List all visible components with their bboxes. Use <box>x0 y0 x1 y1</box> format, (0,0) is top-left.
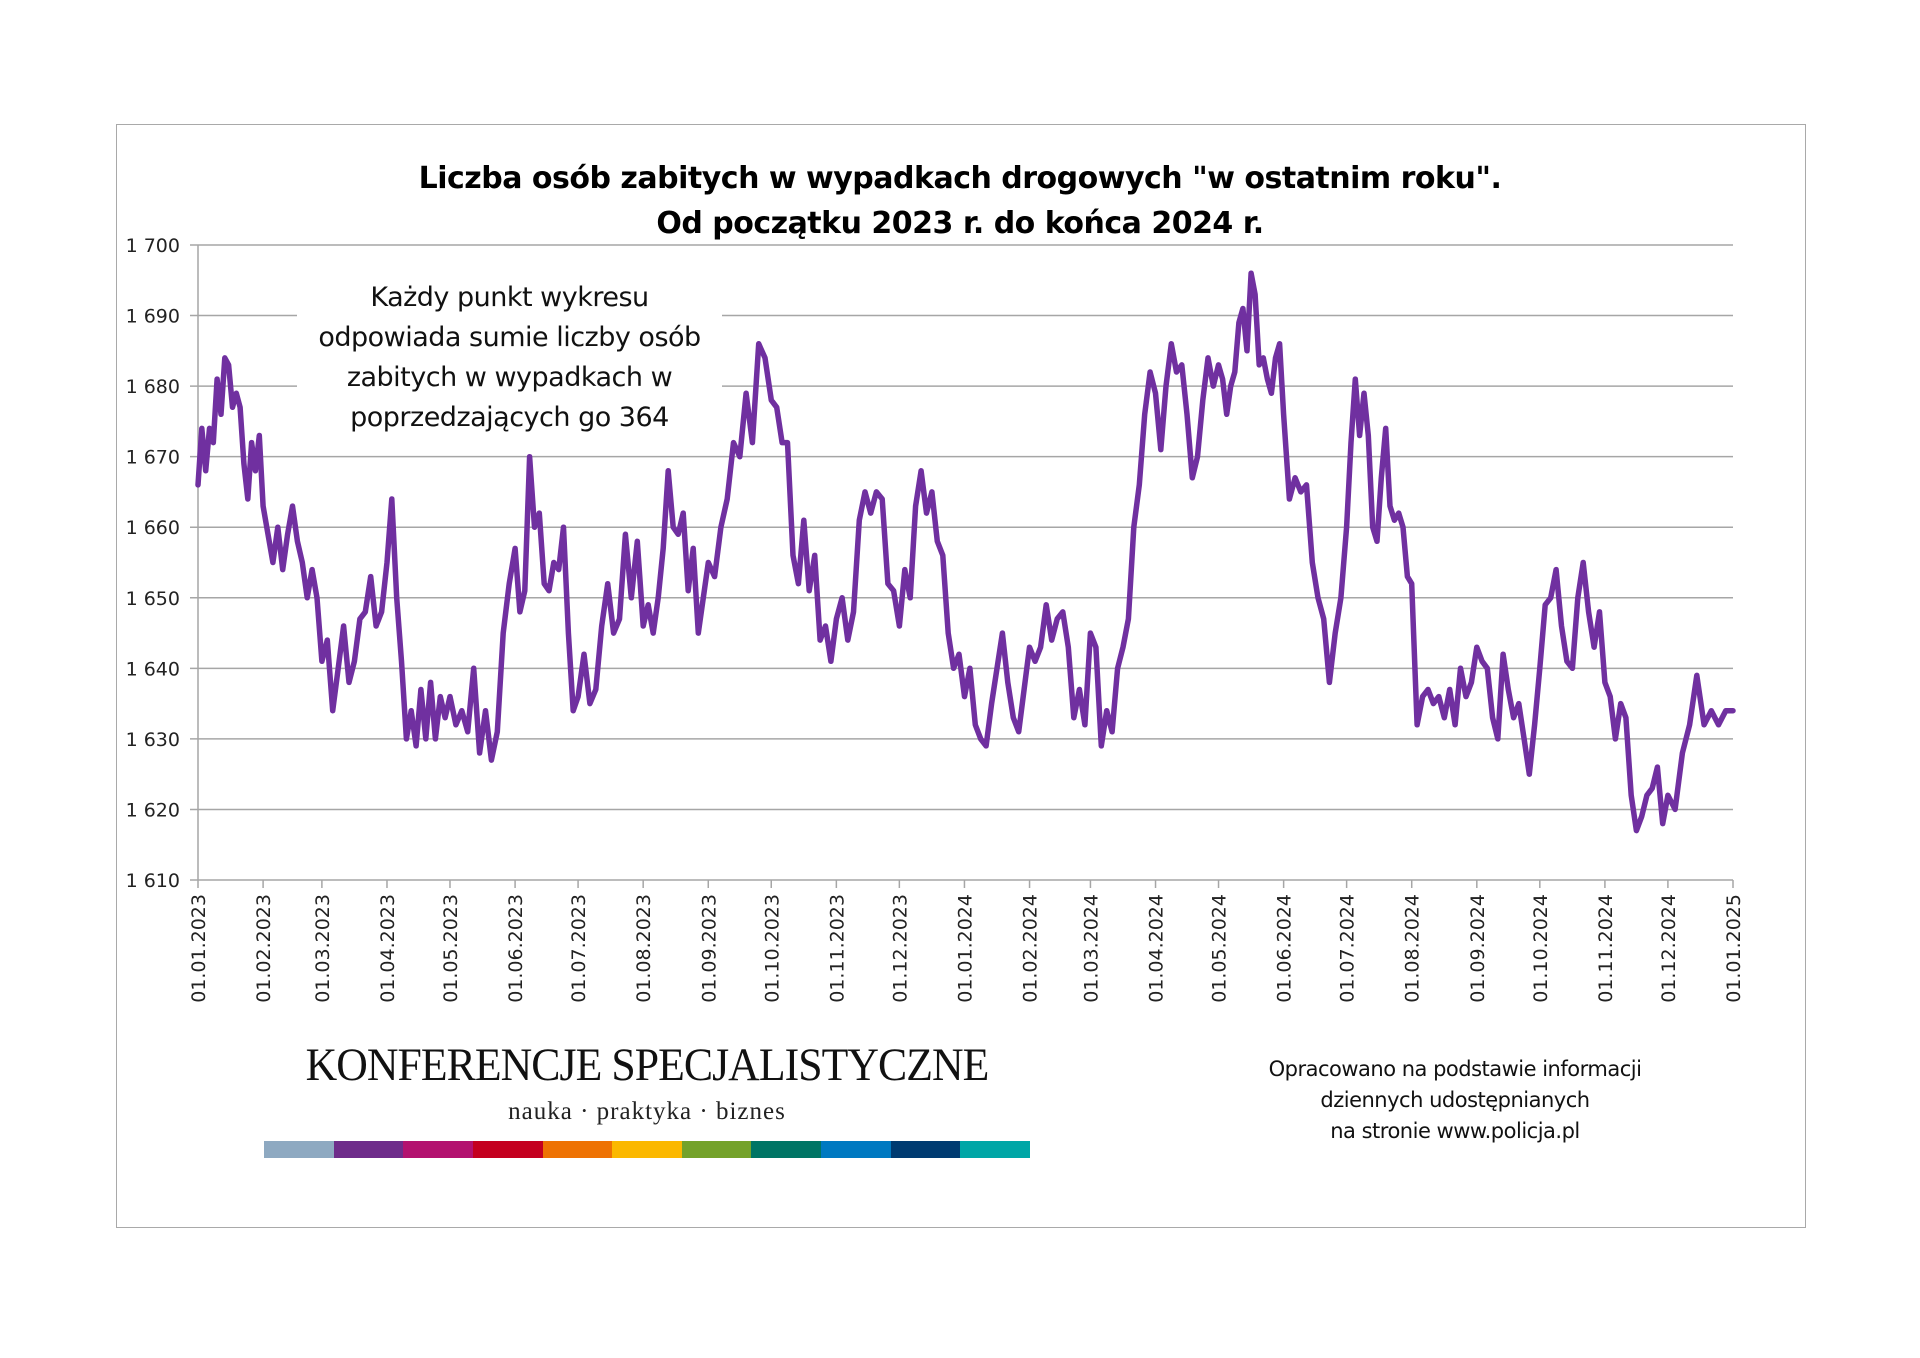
y-tick-label: 1 610 <box>126 870 180 892</box>
x-tick-label: 01.11.2024 <box>1595 894 1617 1003</box>
x-tick-label: 01.10.2023 <box>761 894 783 1003</box>
x-axis: 01.01.2023 01.02.2023 01.03.2023 01.04.2023… <box>188 880 1745 1003</box>
y-tick-label: 1 670 <box>126 447 180 469</box>
y-tick-label: 1 630 <box>126 729 180 751</box>
source-note: Opracowano na podstawie informacji dzien… <box>1230 1054 1680 1147</box>
series-line <box>195 270 1736 834</box>
stripe-segment <box>333 1141 404 1158</box>
x-tick-label: 01.04.2024 <box>1146 894 1168 1003</box>
x-tick-label: 01.02.2024 <box>1020 894 1042 1003</box>
x-tick-label: 01.04.2023 <box>377 894 399 1003</box>
x-tick-label: 01.08.2023 <box>633 894 655 1003</box>
logo-title: KONFERENCJE SPECJALISTYCZNE <box>305 1039 990 1091</box>
chart-frame <box>116 124 1806 1228</box>
x-tick-label: 01.01.2023 <box>188 894 210 1003</box>
x-tick-label: 01.07.2024 <box>1337 894 1359 1003</box>
source-line-1: Opracowano na podstawie informacji <box>1268 1057 1642 1081</box>
x-tick-label: 01.11.2023 <box>826 894 848 1003</box>
x-tick-label: 01.05.2023 <box>440 894 462 1003</box>
title-line-1: Liczba osób zabitych w wypadkach drogowy… <box>418 161 1502 196</box>
source-line-3: na stronie www.policja.pl <box>1330 1119 1580 1143</box>
source-line-2: dziennych udostępnianych <box>1320 1088 1590 1112</box>
x-tick-label: 01.05.2024 <box>1209 894 1231 1003</box>
stripe-segment <box>472 1141 543 1158</box>
x-tick-label: 01.06.2024 <box>1274 894 1296 1003</box>
x-tick-label: 01.02.2023 <box>253 894 275 1003</box>
stripe-segment <box>681 1141 752 1158</box>
x-tick-label: 01.10.2024 <box>1530 894 1552 1003</box>
x-tick-label: 01.03.2024 <box>1080 894 1102 1003</box>
y-tick-label: 1 660 <box>126 517 180 539</box>
y-tick-label: 1 700 <box>126 235 180 257</box>
chart-title: Liczba osób zabitych w wypadkach drogowy… <box>0 156 1920 246</box>
logo: KONFERENCJE SPECJALISTYCZNE nauka · prak… <box>264 1038 1030 1126</box>
stripe-segment <box>821 1141 891 1158</box>
y-tick-label: 1 640 <box>126 658 180 680</box>
title-line-2: Od początku 2023 r. do końca 2024 r. <box>656 206 1264 241</box>
x-tick-label: 01.01.2024 <box>954 894 976 1003</box>
logo-color-stripe <box>264 1141 1031 1158</box>
logo-subtitle: nauka · praktyka · biznes <box>508 1098 786 1125</box>
x-tick-label: 01.09.2024 <box>1467 894 1489 1003</box>
x-tick-label: 01.01.2025 <box>1723 894 1745 1003</box>
stripe-segment <box>890 1141 961 1158</box>
stripe-segment <box>542 1141 613 1158</box>
y-tick-label: 1 620 <box>126 799 180 821</box>
y-tick-label: 1 650 <box>126 588 180 610</box>
x-tick-label: 01.12.2024 <box>1658 894 1680 1003</box>
stripe-segment <box>751 1141 822 1158</box>
stripe-segment <box>403 1141 473 1158</box>
x-tick-label: 01.07.2023 <box>568 894 590 1003</box>
x-tick-label: 01.06.2023 <box>505 894 527 1003</box>
x-tick-label: 01.08.2024 <box>1402 894 1424 1003</box>
stripe-segment <box>960 1141 1031 1158</box>
stripe-segment <box>264 1141 334 1158</box>
x-tick-label: 01.09.2023 <box>698 894 720 1003</box>
chart-annotation: Każdy punkt wykresu odpowiada sumie licz… <box>297 278 722 438</box>
stripe-segment <box>612 1141 682 1158</box>
y-axis: 1 610 1 620 1 630 1 640 1 650 1 660 1 670 1 680… <box>126 235 199 892</box>
y-tick-label: 1 680 <box>126 376 180 398</box>
x-tick-label: 01.12.2023 <box>889 894 911 1003</box>
y-tick-label: 1 690 <box>126 306 180 328</box>
x-tick-label: 01.03.2023 <box>312 894 334 1003</box>
